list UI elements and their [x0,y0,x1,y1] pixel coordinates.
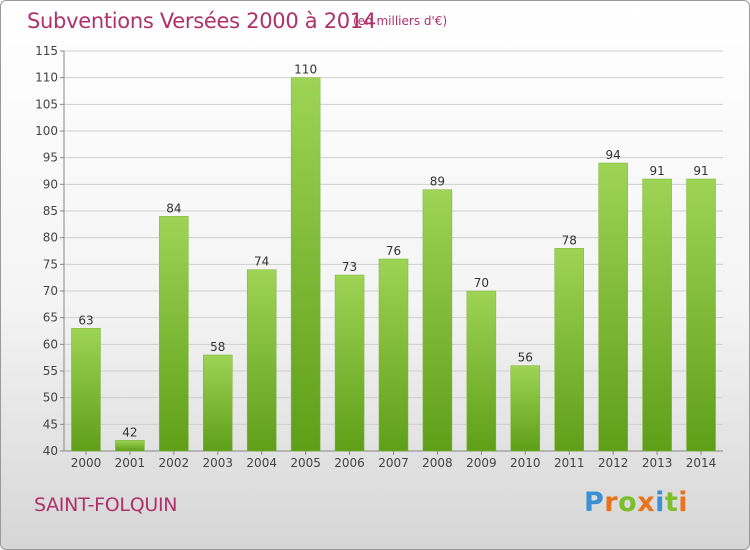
x-tick-label: 2013 [642,456,673,470]
y-tick-label: 80 [43,231,58,245]
x-tick-label: 2010 [510,456,541,470]
data-label-2007: 76 [386,244,401,258]
bar-2005 [290,77,321,452]
unit-note: (en milliers d'€) [353,14,448,28]
bars [71,77,716,452]
data-label-2004: 74 [254,255,269,269]
commune-name: SAINT-FOLQUIN [34,494,178,516]
bar-2013 [642,178,672,452]
y-tick-label: 70 [43,284,58,298]
bar-2002 [159,216,189,452]
data-label-2006: 73 [342,260,357,274]
y-tick-label: 75 [43,257,58,271]
x-tick-label: 2014 [686,456,717,470]
bar-2001 [115,440,145,452]
data-label-2013: 91 [649,164,664,178]
y-tick-labels: 40 45 50 55 60 65 70 75 80 85 90 95 100 105 110 115 [35,44,58,458]
y-tick-label: 90 [43,177,58,191]
brand-letter: r [604,487,619,518]
y-tick-label: 60 [43,337,58,351]
bar-2007 [378,258,409,452]
chart-title: Subventions Versées 2000 à 2014 [27,9,376,33]
bar-2003 [203,354,233,452]
y-tick-label: 95 [43,151,58,165]
bar-2009 [466,290,497,452]
x-tick-label: 2003 [202,456,233,470]
x-tick-label: 2000 [71,456,102,470]
bar-2004 [246,269,277,452]
x-tick-label: 2006 [334,456,365,470]
data-labels: 63 42 84 58 74 110 73 76 89 70 56 78 94 91 91 [78,63,708,440]
data-label-2010: 56 [518,351,533,365]
x-tick-label: 2009 [466,456,497,470]
x-tick-label: 2005 [290,456,321,470]
data-label-2011: 78 [562,233,577,247]
x-tick-label: 2012 [598,456,629,470]
data-label-2014: 91 [693,164,708,178]
x-tick-label: 2002 [159,456,190,470]
x-tick-label: 2007 [378,456,409,470]
bar-2011 [554,248,584,452]
brand-letter: i [655,487,665,518]
y-tick-label: 45 [43,417,58,431]
data-label-2001: 42 [122,425,137,439]
x-tick-label: 2001 [115,456,146,470]
y-tick-label: 85 [43,204,58,218]
y-tick-label: 55 [43,364,58,378]
bar-2000 [71,328,101,452]
bar-2006 [334,274,365,452]
y-tick-label: 110 [35,71,58,85]
brand-letter: P [584,487,605,518]
data-label-2008: 89 [430,175,445,189]
y-tick-label: 100 [35,124,58,138]
proxiti-logo[interactable]: Proxiti [584,487,688,518]
brand-letter: t [664,487,679,518]
brand-letter: o [618,487,638,518]
y-tick-label: 115 [35,44,58,58]
data-label-2003: 58 [210,340,225,354]
x-tick-label: 2011 [554,456,585,470]
data-label-2000: 63 [78,313,93,327]
x-tick-labels: 2000 2001 2002 2003 2004 2005 2006 2007 2008 2009… [71,456,717,470]
y-tick-label: 105 [35,97,58,111]
data-label-2002: 84 [166,201,181,215]
y-tick-label: 40 [43,444,58,458]
bar-2008 [422,189,453,452]
x-tick-label: 2004 [246,456,277,470]
bar-2014 [686,178,716,452]
brand-letter: x [637,487,656,518]
y-tick-label: 65 [43,311,58,325]
brand-letter: i [678,487,689,518]
data-label-2009: 70 [474,276,489,290]
bar-2010 [510,365,541,452]
x-tick-label: 2008 [422,456,453,470]
bar-2012 [598,162,628,452]
data-label-2012: 94 [606,148,621,162]
y-tick-label: 50 [43,391,58,405]
data-label-2005: 110 [294,63,317,77]
